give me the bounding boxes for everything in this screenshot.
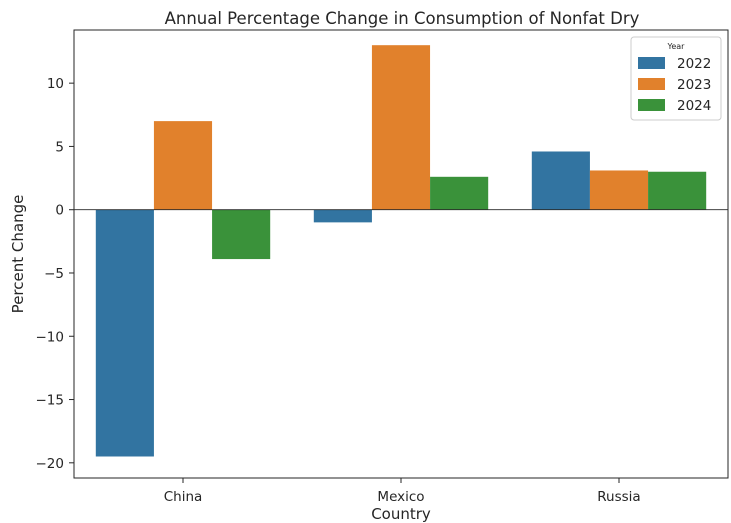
y-tick-label: 0 <box>55 203 64 219</box>
y-tick-label: −10 <box>36 329 65 345</box>
legend: Year 2022 2023 2024 <box>631 37 721 120</box>
x-tick-label-china: China <box>164 489 203 505</box>
y-axis-ticks: −20 −15 −10 −5 0 5 10 <box>36 76 75 472</box>
legend-swatch-2022 <box>638 57 665 69</box>
x-tick-label-mexico: Mexico <box>377 489 424 505</box>
legend-label-2023: 2023 <box>677 77 711 93</box>
bar-russia-2022 <box>532 151 590 209</box>
legend-label-2022: 2022 <box>677 56 711 72</box>
bar-china-2024 <box>212 210 270 259</box>
bar-russia-2024 <box>648 172 706 210</box>
y-tick-label: −20 <box>36 456 65 472</box>
legend-label-2024: 2024 <box>677 98 711 114</box>
bar-mexico-2022 <box>314 210 372 223</box>
x-axis-label: Country <box>371 505 431 523</box>
legend-swatch-2024 <box>638 99 665 111</box>
bar-china-2023 <box>154 121 212 210</box>
y-tick-label: −15 <box>36 393 65 409</box>
chart-title: Annual Percentage Change in Consumption … <box>165 9 640 28</box>
y-tick-label: 5 <box>55 139 64 155</box>
bar-russia-2023 <box>590 170 648 209</box>
bar-china-2022 <box>96 210 154 457</box>
x-tick-label-russia: Russia <box>597 489 640 505</box>
bar-mexico-2024 <box>430 177 488 210</box>
legend-swatch-2023 <box>638 78 665 90</box>
bars <box>96 45 706 456</box>
y-tick-label: −5 <box>44 266 64 282</box>
bar-mexico-2023 <box>372 45 430 210</box>
x-axis-ticks: China Mexico Russia <box>164 478 641 505</box>
y-axis-label: Percent Change <box>9 195 27 314</box>
legend-title: Year <box>667 42 686 51</box>
y-tick-label: 10 <box>47 76 64 92</box>
